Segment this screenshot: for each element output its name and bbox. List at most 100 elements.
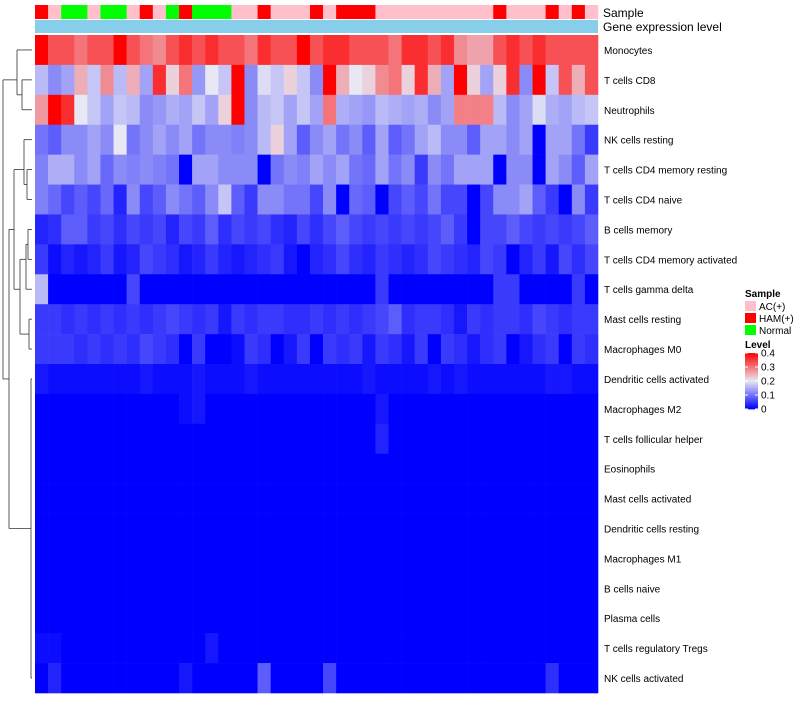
heatmap-cell xyxy=(323,124,337,155)
heatmap-cell xyxy=(61,304,75,335)
heatmap-cell xyxy=(362,64,376,96)
heatmap-cell xyxy=(231,393,245,425)
heatmap-cell xyxy=(362,94,376,126)
heatmap-cell xyxy=(192,633,206,664)
heatmap-cell xyxy=(126,184,141,215)
heatmap-cell xyxy=(48,35,62,66)
legend-level-gradient xyxy=(745,355,758,358)
heatmap-cell xyxy=(571,64,586,96)
heatmap-cell xyxy=(218,214,232,245)
heatmap-cell xyxy=(139,423,154,455)
heatmap-cell xyxy=(558,184,573,215)
heatmap-cell xyxy=(309,94,324,126)
sample-annotation-cell xyxy=(231,5,245,19)
heatmap-cell xyxy=(440,304,455,335)
heatmap-cell xyxy=(152,364,167,395)
sample-annotation-cell xyxy=(584,5,599,19)
heatmap-cell xyxy=(519,573,533,604)
heatmap-cell xyxy=(257,94,271,126)
heatmap-cell xyxy=(388,393,402,425)
heatmap-cell xyxy=(283,423,298,455)
heatmap-cell xyxy=(165,274,180,305)
heatmap-cell xyxy=(480,513,494,544)
heatmap-cell xyxy=(453,274,468,305)
heatmap-cell xyxy=(584,364,599,395)
heatmap-cell xyxy=(61,154,75,185)
heatmap-cell xyxy=(270,274,285,305)
heatmap-cell xyxy=(467,573,481,604)
heatmap-cell xyxy=(480,94,494,126)
legend-level-gradient xyxy=(745,361,758,364)
heatmap-cell xyxy=(257,64,271,96)
row-label: T cells follicular helper xyxy=(604,435,703,446)
heatmap-cell xyxy=(205,603,219,634)
heatmap-cell xyxy=(61,513,75,544)
heatmap-cell xyxy=(152,633,167,664)
heatmap-cell xyxy=(506,663,520,694)
heatmap-cell xyxy=(362,453,376,484)
heatmap-cell xyxy=(558,483,573,514)
heatmap-cell xyxy=(100,633,114,664)
heatmap-cell xyxy=(231,154,245,185)
heatmap-cell xyxy=(87,573,101,604)
heatmap-cell xyxy=(558,393,573,425)
heatmap-cell xyxy=(493,573,507,604)
heatmap-cell xyxy=(218,154,232,185)
heatmap-cell xyxy=(139,483,154,514)
heatmap-cell xyxy=(113,214,127,245)
legend-sample-swatch xyxy=(745,313,756,323)
heatmap-cell xyxy=(179,154,193,185)
heatmap-cell xyxy=(323,244,337,275)
heatmap-cell xyxy=(165,633,180,664)
heatmap-cell xyxy=(480,573,494,604)
heatmap-cell xyxy=(87,274,101,305)
heatmap-cell xyxy=(453,663,468,694)
heatmap-cell xyxy=(100,124,114,155)
heatmap-cell xyxy=(545,633,560,664)
heatmap-cell xyxy=(48,364,62,395)
heatmap-cell xyxy=(401,244,415,275)
heatmap-cell xyxy=(113,453,127,484)
heatmap-cell xyxy=(113,244,127,275)
sample-annotation-cell xyxy=(61,5,75,19)
legend-level-gradient xyxy=(745,390,758,393)
heatmap-cell xyxy=(61,244,75,275)
heatmap-cell xyxy=(414,214,429,245)
heatmap-cell xyxy=(453,64,468,96)
sample-annotation-cell xyxy=(126,5,141,19)
heatmap-cell xyxy=(519,214,533,245)
heatmap-cell xyxy=(309,633,324,664)
heatmap-cell xyxy=(165,543,180,574)
heatmap-cell xyxy=(113,513,127,544)
heatmap-cell xyxy=(139,603,154,634)
heatmap-cell xyxy=(427,184,442,215)
heatmap-cell xyxy=(453,364,468,395)
heatmap-cell xyxy=(427,393,442,425)
heatmap-cell xyxy=(113,543,127,574)
heatmap-cell xyxy=(35,393,49,425)
heatmap-cell xyxy=(309,483,324,514)
heatmap-cell xyxy=(309,244,324,275)
legend-level-gradient xyxy=(745,381,758,383)
heatmap-cell xyxy=(152,543,167,574)
heatmap-cell xyxy=(113,364,127,395)
heatmap-cell xyxy=(231,274,245,305)
row-label: Macrophages M0 xyxy=(604,345,682,356)
heatmap-cell xyxy=(427,364,442,395)
heatmap-cell xyxy=(414,244,429,275)
heatmap-cell xyxy=(519,364,533,395)
heatmap-cell xyxy=(414,184,429,215)
heatmap-cell xyxy=(244,573,258,604)
heatmap-cell xyxy=(427,453,442,484)
heatmap-cell xyxy=(362,573,376,604)
heatmap-cell xyxy=(205,663,219,694)
sample-annotation-cell xyxy=(480,5,494,19)
heatmap-cell xyxy=(74,453,88,484)
heatmap-cell xyxy=(35,304,49,335)
heatmap-cell xyxy=(231,334,245,365)
heatmap-cell xyxy=(257,124,271,155)
heatmap-cell xyxy=(375,543,389,574)
heatmap-cell xyxy=(493,663,507,694)
heatmap-cell xyxy=(192,393,206,425)
heatmap-cell xyxy=(362,124,376,155)
